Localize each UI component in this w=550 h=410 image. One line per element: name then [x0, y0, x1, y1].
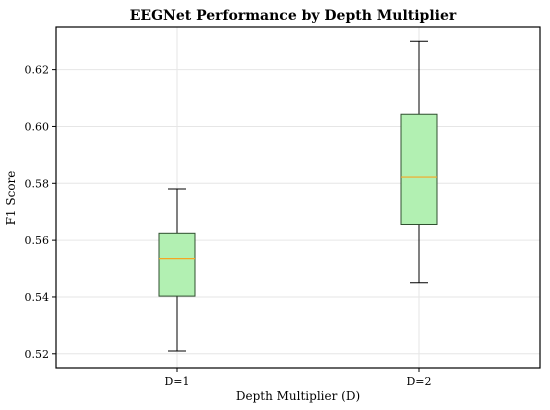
- x-axis: D=1 D=2: [164, 368, 432, 388]
- y-tick-label: 0.54: [25, 291, 50, 304]
- y-axis-label: F1 Score: [4, 171, 18, 226]
- chart-title: EEGNet Performance by Depth Multiplier: [130, 8, 457, 24]
- y-tick-label: 0.56: [25, 234, 50, 247]
- box-d-2: [400, 40, 438, 284]
- y-tick-label: 0.52: [25, 348, 50, 361]
- boxes-layer: [158, 40, 438, 352]
- x-axis-label: Depth Multiplier (D): [236, 389, 360, 403]
- grid-lines: [56, 27, 540, 368]
- iqr-box: [400, 113, 438, 225]
- y-tick-label: 0.60: [25, 120, 50, 133]
- plot-frame: [55, 26, 541, 369]
- x-tick-label: D=2: [406, 375, 431, 388]
- y-tick-label: 0.62: [25, 64, 50, 77]
- x-tick-label: D=1: [164, 375, 189, 388]
- y-axis: 0.52 0.54 0.56 0.58 0.60 0.62: [25, 64, 56, 361]
- box-d-1: [158, 188, 196, 352]
- y-tick-label: 0.58: [25, 177, 50, 190]
- iqr-box: [158, 232, 196, 297]
